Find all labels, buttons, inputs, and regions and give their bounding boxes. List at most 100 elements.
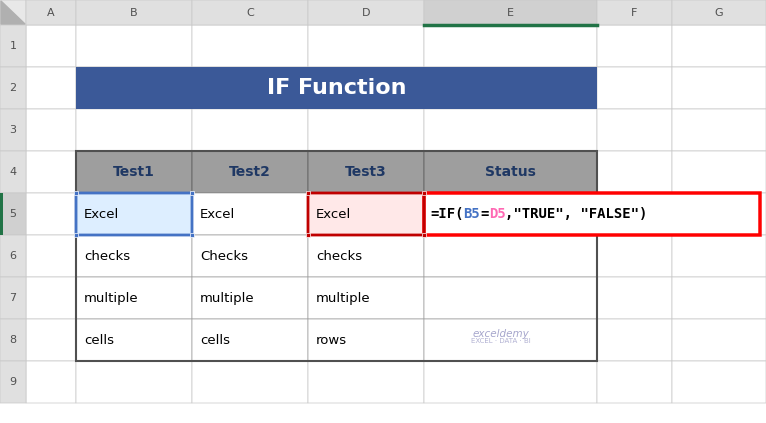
Bar <box>672 25 766 67</box>
Bar <box>308 361 424 403</box>
Text: Excel: Excel <box>316 208 352 220</box>
Bar <box>308 151 424 193</box>
Text: C: C <box>246 8 254 17</box>
Bar <box>424 277 597 319</box>
Bar <box>192 235 308 277</box>
Text: 3: 3 <box>9 125 17 135</box>
Bar <box>597 0 672 25</box>
Text: cells: cells <box>200 333 230 346</box>
Bar <box>192 193 308 235</box>
Bar <box>672 0 766 25</box>
Bar <box>76 193 192 235</box>
Bar <box>0 235 26 277</box>
Text: Test3: Test3 <box>345 165 387 179</box>
Bar <box>76 235 192 277</box>
Bar <box>597 25 672 67</box>
Bar <box>424 235 597 277</box>
Polygon shape <box>1 1 25 24</box>
Text: multiple: multiple <box>84 291 139 305</box>
Text: =: = <box>480 207 489 221</box>
Bar <box>192 277 308 319</box>
Bar <box>76 277 192 319</box>
Bar <box>26 0 76 25</box>
Bar <box>424 193 597 235</box>
Bar <box>74 233 78 237</box>
Bar <box>76 151 597 361</box>
Bar <box>26 235 76 277</box>
Bar <box>76 235 192 277</box>
Bar <box>672 67 766 109</box>
Text: cells: cells <box>84 333 114 346</box>
Bar <box>308 193 424 235</box>
Bar <box>192 361 308 403</box>
Text: exceldemy: exceldemy <box>472 329 529 339</box>
Bar <box>308 25 424 67</box>
Bar <box>672 319 766 361</box>
Bar <box>308 319 424 361</box>
Bar <box>424 319 597 361</box>
Bar <box>76 25 192 67</box>
Bar <box>308 0 424 25</box>
Bar <box>597 193 672 235</box>
Bar <box>76 0 192 25</box>
Text: Excel: Excel <box>84 208 119 220</box>
Bar <box>597 277 672 319</box>
Bar <box>26 277 76 319</box>
Bar <box>192 319 308 361</box>
Text: D5: D5 <box>489 207 506 221</box>
Bar <box>424 193 760 235</box>
Bar <box>672 109 766 151</box>
Bar <box>597 319 672 361</box>
Text: checks: checks <box>316 250 362 263</box>
Text: multiple: multiple <box>200 291 254 305</box>
Bar <box>76 193 192 235</box>
Bar <box>76 277 192 319</box>
Text: rows: rows <box>316 333 347 346</box>
Bar <box>0 361 26 403</box>
Bar <box>76 319 192 361</box>
Bar <box>0 0 26 25</box>
Text: Test2: Test2 <box>229 165 271 179</box>
Bar <box>424 67 597 109</box>
Bar <box>424 151 597 193</box>
Bar <box>422 233 426 237</box>
Bar <box>0 25 26 67</box>
Bar <box>308 193 424 235</box>
Bar <box>308 277 424 319</box>
Bar <box>192 0 308 25</box>
Bar <box>0 109 26 151</box>
Bar <box>26 193 76 235</box>
Bar <box>0 151 26 193</box>
Bar <box>192 277 308 319</box>
Text: multiple: multiple <box>316 291 371 305</box>
Bar <box>308 235 424 277</box>
Text: Excel: Excel <box>200 208 235 220</box>
Text: EXCEL · DATA · BI: EXCEL · DATA · BI <box>470 338 530 344</box>
Text: B: B <box>130 8 138 17</box>
Bar <box>308 151 424 193</box>
Bar <box>424 277 597 319</box>
Bar <box>308 277 424 319</box>
Bar <box>424 151 597 193</box>
Bar <box>76 319 192 361</box>
Bar <box>672 361 766 403</box>
Bar <box>597 67 672 109</box>
Bar <box>424 319 597 361</box>
Bar <box>597 235 672 277</box>
Bar <box>308 235 424 277</box>
Bar <box>597 109 672 151</box>
Bar <box>26 319 76 361</box>
Text: =IF(: =IF( <box>430 207 463 221</box>
Text: E: E <box>507 8 514 17</box>
Bar <box>308 67 424 109</box>
Bar <box>597 151 672 193</box>
Text: G: G <box>715 8 723 17</box>
Text: IF Function: IF Function <box>267 78 406 98</box>
Text: D: D <box>362 8 370 17</box>
Bar <box>192 319 308 361</box>
Bar <box>74 191 78 195</box>
Bar <box>672 235 766 277</box>
Text: 2: 2 <box>9 83 17 93</box>
Text: Test1: Test1 <box>113 165 155 179</box>
Text: B5: B5 <box>463 207 480 221</box>
